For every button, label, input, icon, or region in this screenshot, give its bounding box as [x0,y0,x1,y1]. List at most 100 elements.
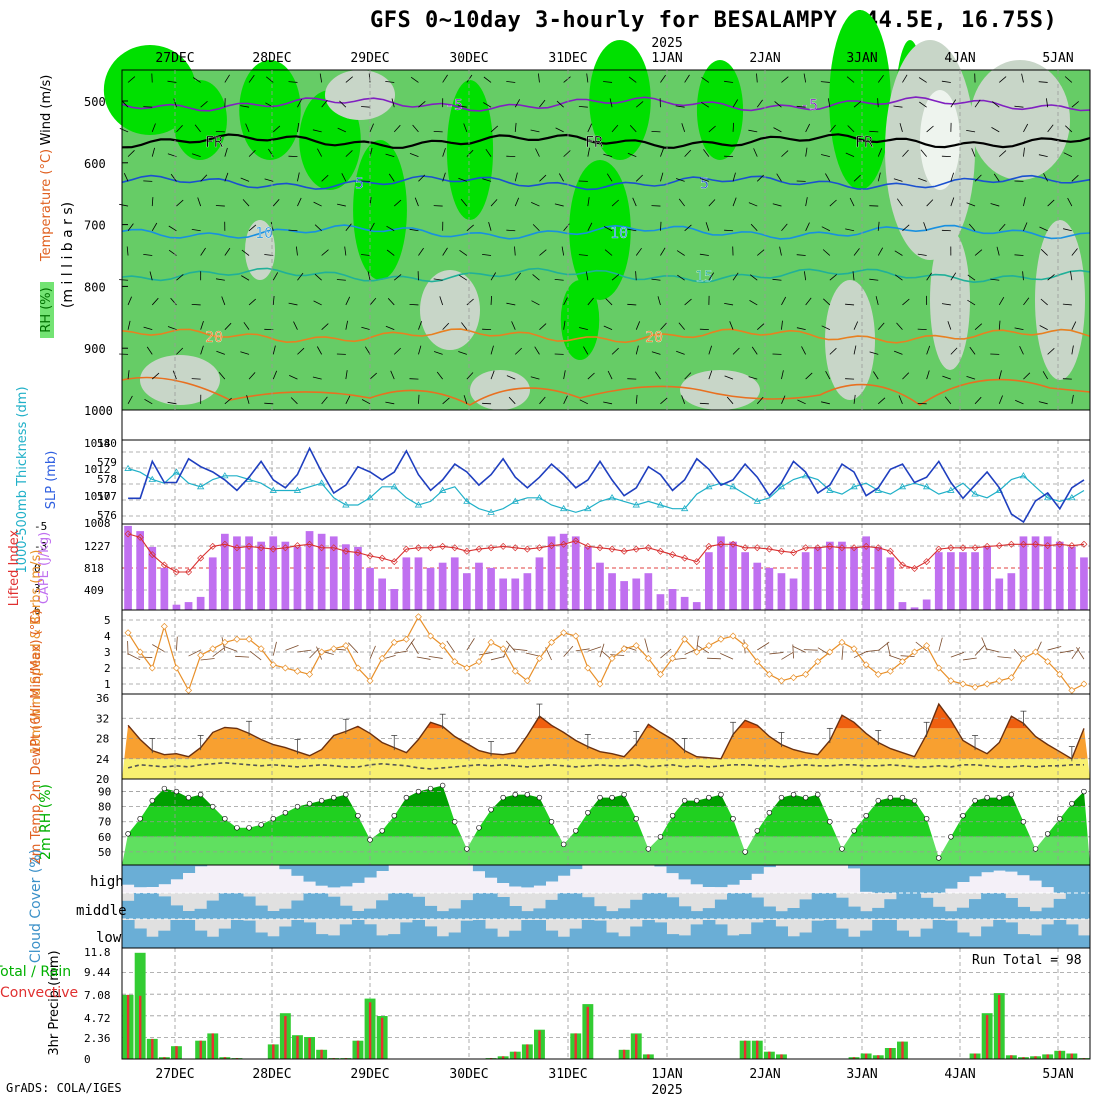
wind-barb [893,178,903,182]
wind10-point [705,642,713,650]
wind-barb [1040,249,1048,256]
wind-barb [651,351,661,355]
wind-barb [514,246,516,256]
wind-barb [490,272,497,281]
rh-low-patch [325,70,395,120]
wind-barb [151,222,158,231]
wind-barb [627,228,637,232]
thickness-point [947,486,955,493]
li-point [753,544,761,552]
wind-barb [151,197,154,207]
wind-barb [297,99,302,108]
cloud-mid-bar [206,900,220,919]
rh2m-point [294,803,301,810]
wind10-point [935,664,943,672]
cloud-low-bar [146,936,159,948]
cloud-mid-bar [1029,911,1043,919]
cloud-mid-bar [388,893,401,919]
cloud-high-bar [472,865,486,872]
isotherm-line [121,328,1091,344]
cloud-low-bar [811,920,825,948]
wind-barb [829,199,837,207]
li-point [209,542,217,550]
wind-barb [919,101,927,108]
precip-conv-bar [126,994,130,1059]
wind-barb [974,99,981,108]
wind-barb [1038,154,1048,158]
wind-barb [966,130,976,133]
wind-barb [803,73,807,83]
wind-barb [200,320,204,330]
wind-barb [781,150,789,157]
wind-barb [748,202,758,207]
cape-bar [208,557,217,610]
wind10-point [185,686,193,694]
wind-barb [749,300,758,306]
wind-barb [418,394,420,404]
wind-barb [849,197,855,207]
cloud-high-bar [364,865,377,878]
wind10-barb [706,657,721,660]
cloud-low-bar [122,920,135,948]
wind-barb [290,397,298,405]
li-tick-label: -5 [34,520,47,533]
cloud-high-bar [993,865,1006,871]
wind-barb [483,102,492,108]
wind10-point [656,670,664,678]
wind10-point [402,635,410,643]
cloud-mid-bar [956,907,970,919]
cloud-low-bar [1041,924,1055,948]
wind-barb [127,370,130,380]
li-point [717,540,725,548]
wind-barb [1038,401,1048,405]
wind-barb [313,201,322,207]
cloud-low-bar [787,936,801,948]
li-point [681,554,689,562]
wind-barb [684,298,692,306]
wind-barb [167,80,177,83]
wind-barb [845,303,855,306]
li-point [1056,540,1064,548]
wind-barb [369,297,377,306]
wind-barb [635,345,639,355]
wind10-point [681,635,689,643]
rh-low-patch [970,60,1070,180]
wind-barb [1014,327,1024,331]
wind-barb [121,100,129,108]
precip-conv-bar [211,1033,214,1059]
wind-barb [457,105,467,108]
wind-barb [603,401,613,405]
thickness-point [221,472,229,479]
cape-bar [511,578,520,610]
wind-barb [869,130,879,133]
rh-high-patch [239,60,301,160]
wind10-point [669,654,677,662]
wind-barb [877,322,885,330]
wind-barb [241,275,250,281]
precip-conv-bar [320,1049,323,1059]
wind-barb [991,101,1000,108]
wind-barb [176,274,184,281]
cloud-low-bar [569,928,583,948]
cloud-mid-bar [654,893,667,919]
pressure-tick-label: 900 [84,342,106,356]
thickness-tick-label: 579 [97,456,117,469]
cloud-mid-bar [896,893,909,919]
bottom-date-label: 31DEC [548,1067,587,1082]
wind-barb [894,274,903,281]
wind-barb [753,148,758,157]
cloud-mid-bar [1077,893,1091,919]
cloud-mid-bar [448,908,462,919]
li-point [669,551,677,559]
wind10-point [765,670,773,678]
wind-barb [678,322,685,330]
wind10-point [1068,686,1076,694]
wind10-point [172,664,180,672]
wind-barb [805,222,810,231]
cape-bar [1068,546,1076,610]
cloud-high-bar [170,865,183,880]
credit-label: GrADS: COLA/IGES [6,1081,122,1095]
wind10-point [693,648,701,656]
wind10-point [439,642,447,650]
cloud-low-bar [714,924,728,948]
